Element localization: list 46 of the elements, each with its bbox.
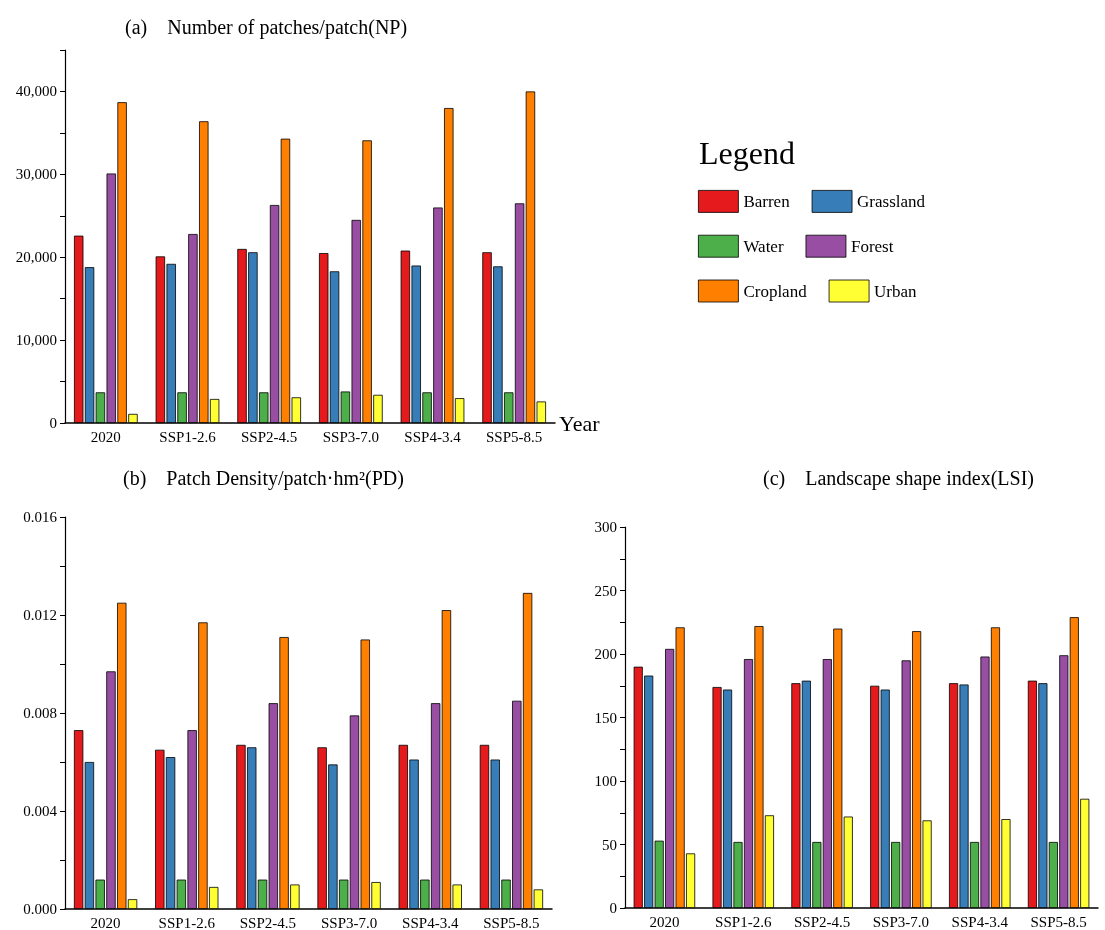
x-axis-title: Year	[559, 410, 601, 436]
x-tick-label: SSP3-7.0	[872, 913, 930, 930]
x-tick-label: SSP5-8.5	[486, 428, 543, 445]
y-tick-label: 0.016	[23, 509, 58, 525]
y-tick-label: 0	[609, 900, 617, 916]
x-tick-label: SSP4-3.4	[402, 914, 459, 930]
y-tick-label: 200	[594, 646, 617, 662]
x-tick-label: SSP3-7.0	[322, 428, 379, 445]
x-tick-label: SSP2-4.5	[239, 914, 297, 930]
chart-title: (a) Number of patches/patch(NP)	[125, 16, 408, 39]
y-tick-label: 0.004	[23, 803, 58, 819]
legend-label: Cropland	[743, 281, 808, 301]
y-tick-label: 250	[594, 582, 617, 599]
x-tick-label: SSP4-3.4	[951, 913, 1009, 930]
y-tick-label: 40,000	[15, 83, 57, 100]
x-tick-label: 2020	[90, 914, 121, 930]
y-tick-label: 300	[594, 519, 617, 535]
x-tick-label: SSP5-8.5	[483, 914, 540, 930]
y-tick-label: 30,000	[15, 166, 57, 183]
y-tick-label: 50	[602, 836, 617, 853]
y-tick-label: 0.012	[23, 607, 57, 623]
x-tick-label: 2020	[649, 913, 680, 930]
legend-title: Legend	[699, 135, 795, 171]
x-tick-label: SSP1-2.6	[159, 428, 217, 445]
y-tick-label: 0.008	[23, 705, 57, 721]
x-tick-label: SSP4-3.4	[404, 428, 462, 445]
legend-label: Forest	[850, 236, 894, 256]
chart-title: (c) Landscape shape index(LSI)	[763, 467, 1034, 490]
x-tick-label: SSP2-4.5	[793, 913, 851, 930]
y-tick-label: 0	[49, 415, 57, 431]
y-tick-label: 150	[594, 709, 617, 726]
legend-label: Grassland	[857, 191, 926, 211]
legend-label: Barren	[743, 191, 791, 211]
legend-label: Water	[743, 236, 784, 256]
y-tick-label: 10,000	[15, 332, 57, 349]
x-tick-label: SSP3-7.0	[320, 914, 378, 930]
x-tick-label: 2020	[90, 428, 121, 445]
x-tick-label: SSP1-2.6	[158, 914, 216, 930]
chart-title: (b) Patch Density/patch·hm²(PD)	[123, 467, 404, 490]
y-tick-label: 20,000	[15, 249, 57, 266]
x-tick-label: SSP1-2.6	[715, 913, 772, 930]
x-tick-label: SSP2-4.5	[241, 428, 298, 445]
x-tick-label: SSP5-8.5	[1030, 913, 1087, 930]
y-tick-label: 100	[594, 773, 617, 789]
legend-label: Urban	[874, 281, 918, 301]
y-tick-label: 0.000	[23, 901, 57, 917]
